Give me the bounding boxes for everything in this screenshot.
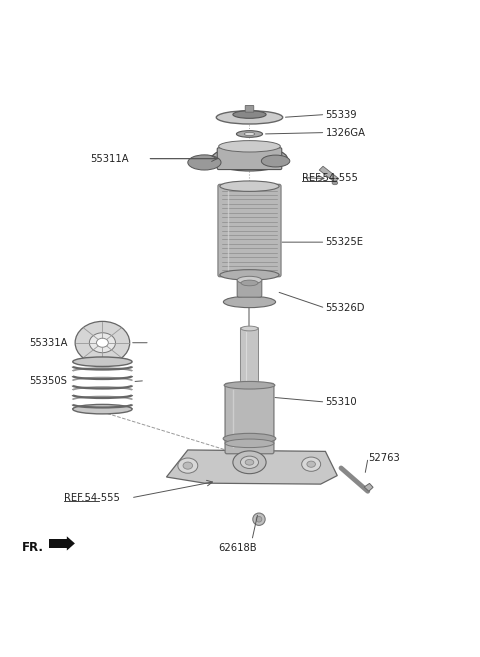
Ellipse shape: [89, 332, 116, 353]
Text: 55339: 55339: [325, 110, 357, 120]
Text: 55350S: 55350S: [29, 376, 67, 386]
Ellipse shape: [261, 155, 290, 167]
Ellipse shape: [73, 357, 132, 367]
Ellipse shape: [225, 439, 274, 447]
FancyBboxPatch shape: [240, 328, 259, 386]
Text: 55310: 55310: [325, 397, 357, 407]
Ellipse shape: [96, 338, 108, 348]
Text: 62618B: 62618B: [219, 543, 257, 553]
Ellipse shape: [244, 132, 255, 135]
FancyBboxPatch shape: [217, 148, 282, 170]
Text: 52763: 52763: [368, 453, 400, 463]
Ellipse shape: [220, 269, 279, 280]
FancyBboxPatch shape: [245, 106, 254, 112]
Ellipse shape: [237, 131, 263, 137]
Text: 1326GA: 1326GA: [325, 127, 365, 137]
Ellipse shape: [233, 111, 266, 118]
Ellipse shape: [216, 111, 283, 124]
Ellipse shape: [220, 181, 279, 191]
Ellipse shape: [241, 280, 258, 286]
Ellipse shape: [223, 296, 276, 307]
Ellipse shape: [245, 459, 254, 465]
FancyBboxPatch shape: [225, 383, 274, 454]
Ellipse shape: [212, 147, 288, 171]
Ellipse shape: [332, 181, 338, 185]
Text: 55325E: 55325E: [325, 237, 363, 247]
Text: 55326D: 55326D: [325, 303, 365, 313]
Ellipse shape: [253, 513, 265, 526]
Ellipse shape: [73, 405, 132, 414]
Ellipse shape: [223, 434, 276, 443]
Polygon shape: [319, 166, 339, 183]
Ellipse shape: [237, 277, 262, 284]
Text: REF.54-555: REF.54-555: [301, 173, 358, 183]
Ellipse shape: [219, 141, 280, 152]
Polygon shape: [49, 539, 67, 548]
Ellipse shape: [256, 516, 262, 522]
Ellipse shape: [307, 461, 315, 467]
Polygon shape: [167, 450, 337, 484]
FancyBboxPatch shape: [237, 279, 262, 297]
Text: FR.: FR.: [22, 541, 44, 555]
Text: REF.54-555: REF.54-555: [64, 493, 120, 503]
Ellipse shape: [224, 382, 275, 389]
FancyBboxPatch shape: [218, 184, 281, 277]
Text: 55311A: 55311A: [91, 154, 129, 164]
Ellipse shape: [178, 458, 198, 473]
Ellipse shape: [188, 155, 221, 170]
Text: 55331A: 55331A: [29, 338, 67, 348]
Ellipse shape: [240, 456, 259, 468]
Ellipse shape: [183, 462, 192, 469]
Polygon shape: [67, 536, 75, 551]
Ellipse shape: [75, 321, 130, 364]
Ellipse shape: [301, 457, 321, 471]
Ellipse shape: [241, 326, 258, 331]
Polygon shape: [364, 484, 373, 491]
Ellipse shape: [233, 451, 266, 474]
